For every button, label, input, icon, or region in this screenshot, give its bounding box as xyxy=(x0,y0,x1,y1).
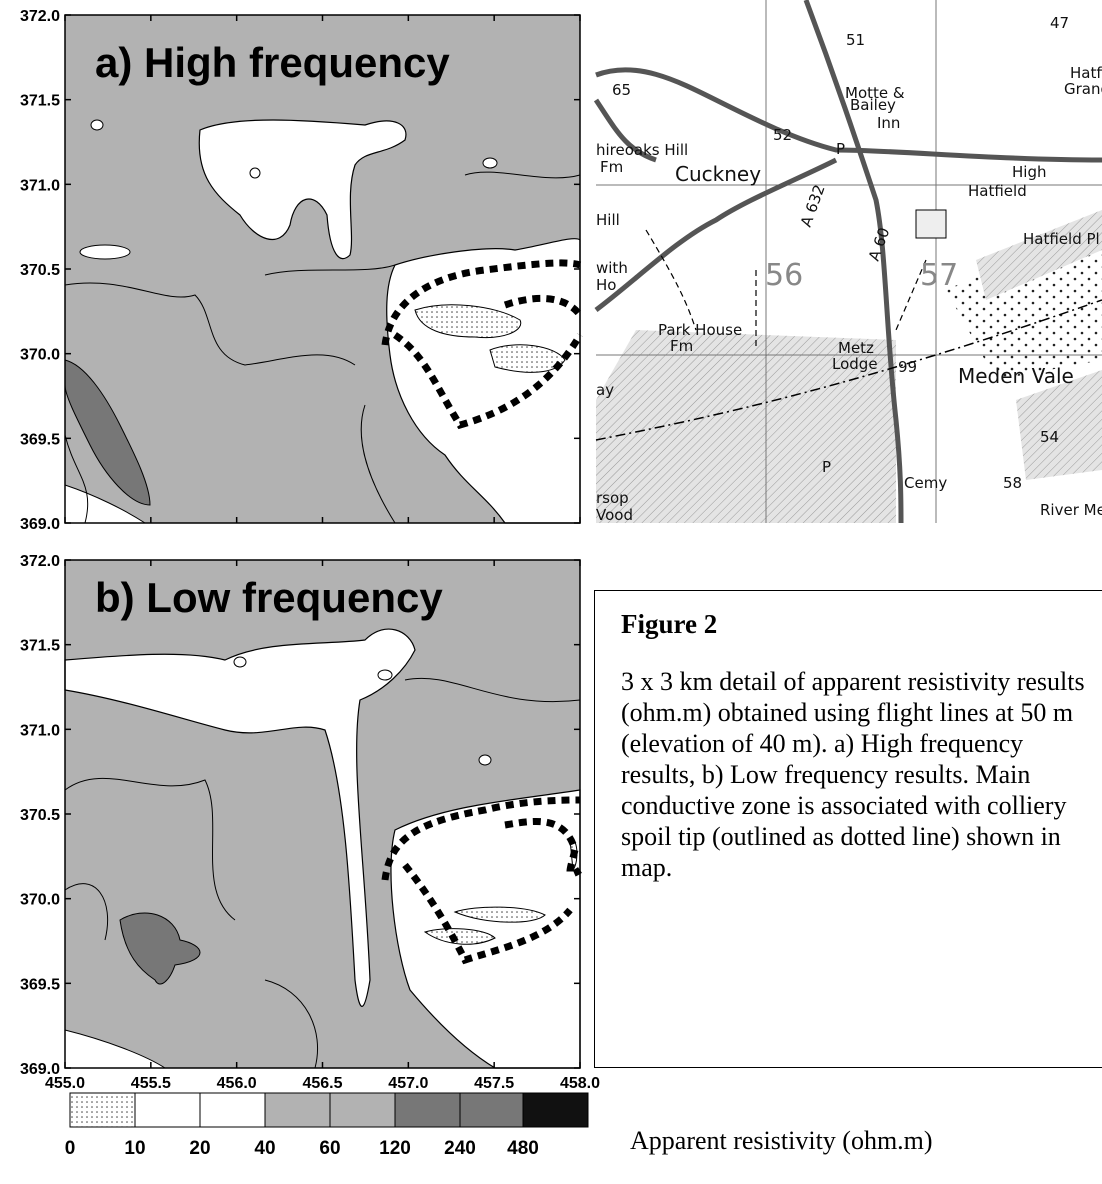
caption-box: Figure 2 3 x 3 km detail of apparent res… xyxy=(594,590,1102,1068)
map-label: Fm xyxy=(600,158,623,176)
map-label: 54 xyxy=(1040,428,1059,446)
panel-title: a) High frequency xyxy=(95,39,450,86)
map-label: Cemy xyxy=(904,474,947,492)
legend-bound-label: 40 xyxy=(254,1138,275,1159)
x-tick-label: 456.0 xyxy=(217,1075,257,1092)
caption-title: Figure 2 xyxy=(621,609,1102,640)
y-tick-label: 371.5 xyxy=(20,638,60,655)
map-label: Cuckney xyxy=(675,162,761,186)
y-tick-label: 371.0 xyxy=(20,177,60,194)
map-label: Ho xyxy=(596,276,616,294)
map-label: with xyxy=(596,259,628,277)
y-tick-label: 369.5 xyxy=(20,976,60,993)
y-tick-label: 370.0 xyxy=(20,892,60,909)
map-label: 58 xyxy=(1003,474,1022,492)
map-label: 52 xyxy=(773,126,792,144)
map-label: Hatfield Pl xyxy=(1023,230,1100,248)
legend-bound-label: 20 xyxy=(189,1138,210,1159)
map-label: Grang xyxy=(1064,80,1102,98)
map-label: 56 xyxy=(765,258,803,293)
map-label: High xyxy=(1012,163,1046,181)
legend-title: Apparent resistivity (ohm.m) xyxy=(630,1126,933,1156)
legend-bound-label: 10 xyxy=(124,1138,145,1159)
page: a) High frequency b) Low frequency 369.0… xyxy=(0,0,1102,1184)
y-tick-label: 369.5 xyxy=(20,431,60,448)
y-tick-label: 370.0 xyxy=(20,347,60,364)
y-tick-label: 372.0 xyxy=(20,8,60,25)
map-label: P xyxy=(822,458,831,476)
map xyxy=(596,0,1102,523)
map-label: 65 xyxy=(612,81,631,99)
legend-bound-label: 120 xyxy=(379,1138,411,1159)
panel-b: b) Low frequency xyxy=(65,560,580,1068)
map-label: 47 xyxy=(1050,14,1069,32)
map-label: 51 xyxy=(846,31,865,49)
map-label: Fm xyxy=(670,337,693,355)
map-label: Lodge xyxy=(832,355,878,373)
map-label: ay xyxy=(596,381,614,399)
legend-bound-label: 0 xyxy=(65,1138,76,1159)
y-tick-label: 370.5 xyxy=(20,807,60,824)
legend-bound-label: 240 xyxy=(444,1138,476,1159)
map-label: Inn xyxy=(877,114,900,132)
legend xyxy=(70,1093,588,1127)
map-label: Hatfield xyxy=(968,182,1027,200)
map-label: 57 xyxy=(920,258,958,293)
y-tick-label: 369.0 xyxy=(20,516,60,533)
y-tick-label: 370.5 xyxy=(20,262,60,279)
y-tick-label: 371.5 xyxy=(20,93,60,110)
panel-a: a) High frequency xyxy=(65,15,580,523)
x-tick-label: 457.5 xyxy=(474,1075,514,1092)
legend-bound-label: 60 xyxy=(319,1138,340,1159)
x-tick-label: 458.0 xyxy=(560,1075,600,1092)
map-label: rsop xyxy=(596,489,629,507)
panel-title: b) Low frequency xyxy=(95,574,443,621)
x-tick-label: 457.0 xyxy=(388,1075,428,1092)
y-tick-label: 371.0 xyxy=(20,722,60,739)
map-label: Meden Vale xyxy=(958,364,1074,388)
x-tick-label: 455.0 xyxy=(45,1075,85,1092)
map-label: Vood xyxy=(596,506,633,524)
map-label: Hill xyxy=(596,211,620,229)
x-tick-label: 455.5 xyxy=(131,1075,171,1092)
map-label: hireoaks Hill xyxy=(596,141,688,159)
map-label: P xyxy=(836,140,845,158)
caption-body: 3 x 3 km detail of apparent resistivity … xyxy=(621,666,1091,883)
x-tick-label: 456.5 xyxy=(302,1075,342,1092)
map-label: 99 xyxy=(898,358,917,376)
y-tick-label: 372.0 xyxy=(20,553,60,570)
map-label: Bailey xyxy=(850,96,896,114)
legend-bound-label: 480 xyxy=(507,1138,539,1159)
map-label: River Meden xyxy=(1040,501,1102,519)
